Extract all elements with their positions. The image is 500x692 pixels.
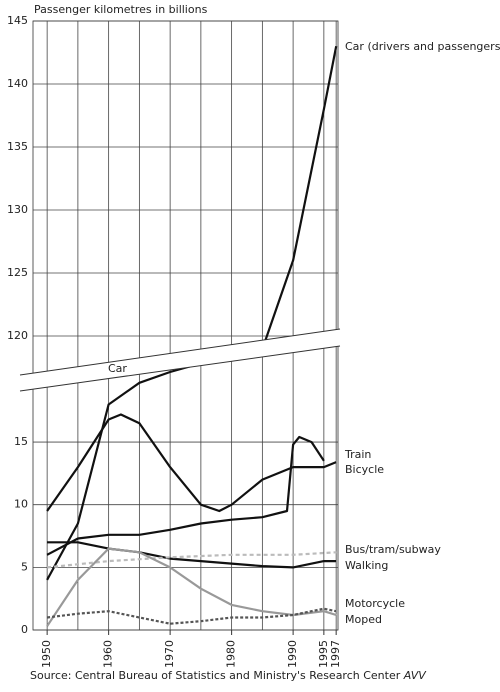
x-tick-label: 1995 [317, 640, 330, 668]
x-tick-label: 1960 [102, 640, 115, 668]
y-tick-label: 130 [7, 203, 28, 216]
y-tick-label: 120 [7, 329, 28, 342]
y-axis-label: Passenger kilometres in billions [34, 3, 208, 16]
legend-label: Bicycle [345, 463, 384, 476]
y-tick-label: 135 [7, 140, 28, 153]
annotation: Car [108, 362, 127, 375]
series-line [46, 413, 337, 513]
axis-break-edge [19, 328, 341, 376]
legend-label: Train [344, 448, 371, 461]
legend-label: Motorcycle [345, 597, 405, 610]
legend-label: Bus/tram/subway [345, 543, 441, 556]
legend-label: Walking [345, 559, 388, 572]
series-line [46, 607, 337, 625]
source: Source: Central Bureau of Statistics and… [30, 669, 427, 682]
y-tick-label: 145 [7, 14, 28, 27]
series-line [46, 547, 337, 627]
y-tick-label: 5 [21, 560, 28, 573]
y-tick-label: 0 [21, 623, 28, 636]
y-tick-label: 140 [7, 77, 28, 90]
x-tick-label: 1997 [329, 640, 342, 668]
legend-label: Moped [345, 613, 382, 626]
x-tick-label: 1970 [163, 640, 176, 668]
x-tick-label: 1990 [286, 640, 299, 668]
x-tick-label: 1950 [40, 640, 53, 668]
series-line [46, 551, 337, 569]
y-tick-label: 10 [14, 498, 28, 511]
legend-label: Car (drivers and passengers) [345, 40, 500, 53]
source-text: Source: Central Bureau of Statistics and… [30, 669, 401, 682]
axis-break-edge [19, 345, 341, 392]
source-text: AVV [403, 669, 428, 682]
x-tick-label: 1980 [225, 640, 238, 668]
series-line [47, 541, 337, 569]
y-tick-label: 15 [14, 435, 28, 448]
y-tick-label: 125 [7, 266, 28, 279]
axis-break [20, 329, 340, 391]
series-line [46, 435, 325, 556]
